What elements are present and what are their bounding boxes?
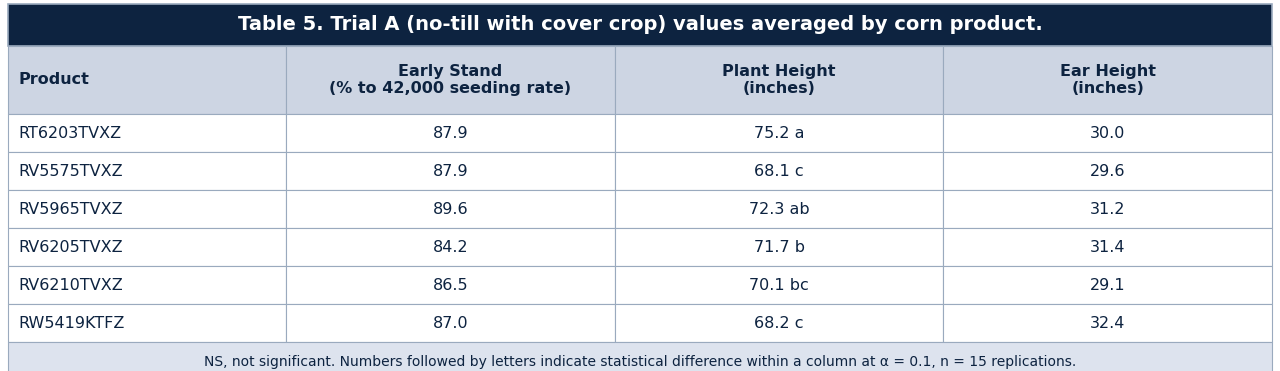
Bar <box>287 46 614 114</box>
Text: 84.2: 84.2 <box>433 240 468 255</box>
Bar <box>943 114 1272 152</box>
Bar <box>287 228 614 266</box>
Bar <box>8 46 287 114</box>
Text: RV6210TVXZ: RV6210TVXZ <box>18 278 123 292</box>
Bar <box>287 266 614 304</box>
Bar <box>287 152 614 190</box>
Text: RW5419KTFZ: RW5419KTFZ <box>18 315 124 331</box>
Text: 70.1 bc: 70.1 bc <box>749 278 809 292</box>
Text: 30.0: 30.0 <box>1091 125 1125 141</box>
Bar <box>8 342 1272 371</box>
Bar <box>8 152 287 190</box>
Text: 71.7 b: 71.7 b <box>754 240 805 255</box>
Text: 29.1: 29.1 <box>1089 278 1125 292</box>
Bar <box>8 190 287 228</box>
Bar <box>8 304 287 342</box>
Text: 31.2: 31.2 <box>1091 201 1125 217</box>
Text: 68.1 c: 68.1 c <box>754 164 804 178</box>
Bar <box>287 114 614 152</box>
Text: 32.4: 32.4 <box>1091 315 1125 331</box>
Text: RV5575TVXZ: RV5575TVXZ <box>18 164 123 178</box>
Text: 87.9: 87.9 <box>433 164 468 178</box>
Text: Early Stand
(% to 42,000 seeding rate): Early Stand (% to 42,000 seeding rate) <box>329 64 571 96</box>
Bar <box>943 190 1272 228</box>
Text: 68.2 c: 68.2 c <box>754 315 804 331</box>
Text: RT6203TVXZ: RT6203TVXZ <box>18 125 122 141</box>
Bar <box>614 190 943 228</box>
Text: NS, not significant. Numbers followed by letters indicate statistical difference: NS, not significant. Numbers followed by… <box>204 355 1076 369</box>
Bar <box>287 190 614 228</box>
Bar <box>614 46 943 114</box>
Bar <box>8 228 287 266</box>
Text: Table 5. Trial A (no-till with cover crop) values averaged by corn product.: Table 5. Trial A (no-till with cover cro… <box>238 16 1042 35</box>
Text: 31.4: 31.4 <box>1091 240 1125 255</box>
Text: 72.3 ab: 72.3 ab <box>749 201 809 217</box>
Text: Ear Height
(inches): Ear Height (inches) <box>1060 64 1156 96</box>
Bar <box>287 304 614 342</box>
Text: RV5965TVXZ: RV5965TVXZ <box>18 201 123 217</box>
Text: 87.0: 87.0 <box>433 315 468 331</box>
Bar <box>614 114 943 152</box>
Bar <box>943 304 1272 342</box>
Bar <box>943 266 1272 304</box>
Text: 86.5: 86.5 <box>433 278 468 292</box>
Bar <box>614 304 943 342</box>
Bar <box>8 114 287 152</box>
Text: Product: Product <box>18 72 88 88</box>
Text: RV6205TVXZ: RV6205TVXZ <box>18 240 123 255</box>
Text: 87.9: 87.9 <box>433 125 468 141</box>
Text: 29.6: 29.6 <box>1091 164 1125 178</box>
Text: 89.6: 89.6 <box>433 201 468 217</box>
Text: 75.2 a: 75.2 a <box>754 125 804 141</box>
Bar <box>614 152 943 190</box>
Bar <box>943 228 1272 266</box>
Bar <box>614 228 943 266</box>
Bar <box>943 46 1272 114</box>
Bar <box>8 4 1272 46</box>
Bar <box>943 152 1272 190</box>
Bar <box>8 266 287 304</box>
Text: Plant Height
(inches): Plant Height (inches) <box>722 64 836 96</box>
Bar <box>614 266 943 304</box>
